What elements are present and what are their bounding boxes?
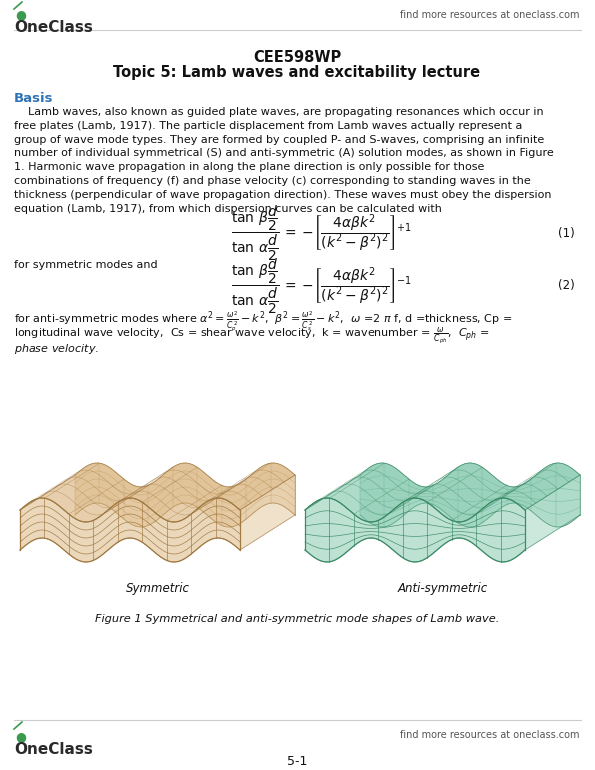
Polygon shape xyxy=(525,475,580,550)
Text: combinations of frequency (f) and phase velocity (c) corresponding to standing w: combinations of frequency (f) and phase … xyxy=(14,176,531,186)
Polygon shape xyxy=(360,463,580,527)
Polygon shape xyxy=(75,463,295,527)
Text: group of wave mode types. They are formed by coupled P- and S-waves, comprising : group of wave mode types. They are forme… xyxy=(14,135,544,145)
Text: free plates (Lamb, 1917). The particle displacement from Lamb waves actually rep: free plates (Lamb, 1917). The particle d… xyxy=(14,121,522,131)
Text: longitudinal wave velocity,  Cs = shear wave velocity,  k = wavenumber = $\frac{: longitudinal wave velocity, Cs = shear w… xyxy=(14,326,490,347)
Polygon shape xyxy=(240,475,295,550)
Text: Lamb waves, also known as guided plate waves, are propagating resonances which o: Lamb waves, also known as guided plate w… xyxy=(14,107,544,117)
Polygon shape xyxy=(305,463,580,522)
Text: $\dfrac{\tan\,\beta\dfrac{d}{2}}{\tan\,\alpha\dfrac{d}{2}}$: $\dfrac{\tan\,\beta\dfrac{d}{2}}{\tan\,\… xyxy=(230,256,280,316)
Text: for anti-symmetric modes where $\alpha^2 = \frac{\omega^2}{C_p^{\,2}} - k^2$,  $: for anti-symmetric modes where $\alpha^2… xyxy=(14,310,512,334)
Text: (2): (2) xyxy=(558,280,575,293)
Text: 1. Harmonic wave propagation in along the plane direction is only possible for t: 1. Harmonic wave propagation in along th… xyxy=(14,162,484,172)
Text: (1): (1) xyxy=(558,226,575,239)
Text: for symmetric modes and: for symmetric modes and xyxy=(14,260,158,270)
Text: find more resources at oneclass.com: find more resources at oneclass.com xyxy=(400,10,580,20)
Text: Anti-symmetric: Anti-symmetric xyxy=(397,582,488,595)
Text: number of individual symmetrical (S) and anti-symmetric (A) solution modes, as s: number of individual symmetrical (S) and… xyxy=(14,149,554,159)
Text: $= -\!\left[\dfrac{4\alpha\beta k^2}{(k^2-\beta^2)^2}\right]^{+1}$: $= -\!\left[\dfrac{4\alpha\beta k^2}{(k^… xyxy=(282,213,412,254)
Polygon shape xyxy=(20,498,240,562)
Text: Figure 1 Symmetrical and anti-symmetric mode shapes of Lamb wave.: Figure 1 Symmetrical and anti-symmetric … xyxy=(95,614,499,624)
Text: $= -\!\left[\dfrac{4\alpha\beta k^2}{(k^2-\beta^2)^2}\right]^{-1}$: $= -\!\left[\dfrac{4\alpha\beta k^2}{(k^… xyxy=(282,265,412,306)
Text: OneClass: OneClass xyxy=(14,20,93,35)
Text: Basis: Basis xyxy=(14,92,54,105)
Text: 5-1: 5-1 xyxy=(287,755,307,768)
Polygon shape xyxy=(305,498,525,562)
Text: find more resources at oneclass.com: find more resources at oneclass.com xyxy=(400,730,580,740)
Text: OneClass: OneClass xyxy=(14,742,93,757)
Text: equation (Lamb, 1917), from which dispersion curves can be calculated with: equation (Lamb, 1917), from which disper… xyxy=(14,203,442,213)
Polygon shape xyxy=(20,463,295,522)
Text: $\dfrac{\tan\,\beta\dfrac{d}{2}}{\tan\,\alpha\dfrac{d}{2}}$: $\dfrac{\tan\,\beta\dfrac{d}{2}}{\tan\,\… xyxy=(230,203,280,263)
Text: Topic 5: Lamb waves and excitability lecture: Topic 5: Lamb waves and excitability lec… xyxy=(114,65,481,80)
Text: CEE598WP: CEE598WP xyxy=(253,50,341,65)
Text: ●: ● xyxy=(15,730,26,743)
Text: $\mathit{phase\ velocity}$.: $\mathit{phase\ velocity}$. xyxy=(14,342,99,356)
Text: Symmetric: Symmetric xyxy=(126,582,189,595)
Text: ●: ● xyxy=(15,8,26,21)
Text: thickness (perpendicular of wave propagation direction). These waves must obey t: thickness (perpendicular of wave propaga… xyxy=(14,189,552,199)
